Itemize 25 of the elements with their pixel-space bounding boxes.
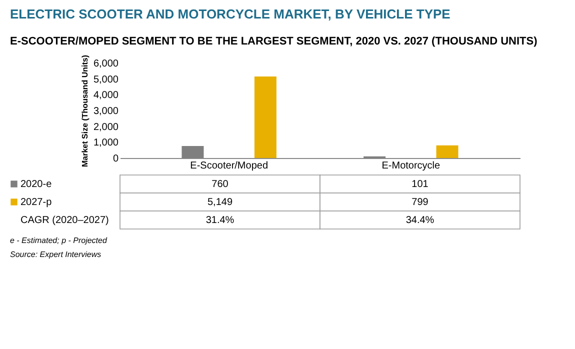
text: CAGR (2020–2027) (20, 215, 109, 226)
data-label: 799 (412, 197, 429, 208)
data-label: 760 (212, 179, 229, 190)
source-note: Source: Expert Interviews (10, 250, 102, 259)
chart-subtitle: E-SCOOTER/MOPED SEGMENT TO BE THE LARGEST SEGMENT, 2020 VS. 2027 (THOUSAND UNITS) (10, 35, 538, 48)
y-tick-label: 5,000 (93, 74, 119, 86)
y-tick-label: 1,000 (93, 138, 119, 149)
data-label: 101 (412, 179, 429, 190)
chart-title: ELECTRIC SCOOTER AND MOTORCYCLE MARKET, BY VEHICLE TYPE (10, 6, 451, 22)
data-label: 5,149 (207, 197, 233, 208)
legend-label: 2020-e (20, 179, 52, 190)
x-tick-label: E-Motorcycle (382, 160, 441, 172)
bar (436, 145, 458, 158)
y-tick-label: 0 (112, 154, 119, 164)
y-tick-label: 2,000 (93, 122, 119, 133)
y-tick-label: 3,000 (93, 106, 119, 117)
text: 31.4% (206, 215, 234, 226)
legend-label: 2027-p (20, 197, 52, 208)
y-tick-label: 6,000 (93, 58, 119, 70)
text: e - Estimated; p - Projected (10, 236, 108, 245)
text: 34.4% (406, 215, 434, 226)
y-tick-label: 4,000 (93, 90, 119, 102)
x-tick-label: E-Scooter/Moped (190, 160, 268, 172)
bar (254, 76, 276, 158)
y-axis-title: Market Size (Thousand Units) (80, 54, 90, 168)
